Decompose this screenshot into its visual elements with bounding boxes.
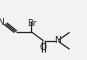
Text: N: N bbox=[0, 18, 4, 27]
Text: N: N bbox=[54, 36, 61, 45]
Text: Br: Br bbox=[27, 19, 36, 28]
Text: O: O bbox=[40, 43, 47, 52]
